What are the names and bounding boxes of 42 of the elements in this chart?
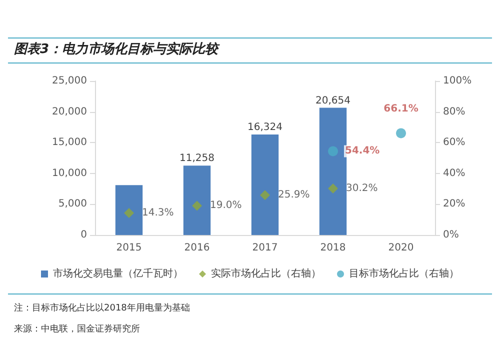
data-label: 66.1%	[384, 104, 418, 115]
point	[328, 146, 338, 156]
bar	[183, 166, 211, 235]
x-tick-label: 2015	[116, 242, 142, 254]
chart-title: 图表3：电力市场化目标与实际比较	[14, 41, 220, 57]
y2-tick-label: 40%	[443, 168, 466, 179]
y2-tick-label: 80%	[443, 106, 466, 118]
text: 注：目标市场化占比以2018年用电量为基础	[14, 302, 190, 314]
point	[260, 190, 270, 200]
bar	[251, 134, 279, 235]
data-label: 16,324	[248, 122, 282, 133]
bar	[319, 108, 347, 235]
data-label: 20,654	[316, 95, 350, 106]
data-label: 11,258	[180, 153, 214, 164]
data-label: 54.4%	[345, 146, 380, 157]
y-tick-label: 5,000	[58, 198, 87, 210]
legend-label: 实际市场化占比（右轴）	[211, 268, 321, 280]
y2-tick-label: 100%	[443, 76, 472, 86]
legend-label: 目标市场化占比（右轴）	[349, 268, 459, 280]
y2-tick-label: 20%	[443, 198, 466, 210]
y-tick-label: 20,000	[52, 106, 87, 118]
point	[328, 183, 338, 194]
data-label: 19.0%	[210, 200, 242, 212]
point	[124, 208, 134, 218]
x-tick-label: 2018	[320, 242, 346, 254]
y2-tick-label: 60%	[443, 137, 466, 148]
y-tick-label: 0	[80, 230, 87, 240]
data-label: 25.9%	[278, 190, 310, 201]
source-note: 来源：中电联，国金证券研究所	[14, 324, 140, 334]
point	[396, 128, 406, 138]
data-label: 30.2%	[346, 182, 378, 194]
legend-label: 市场化交易电量（亿千瓦时）	[53, 268, 183, 280]
point	[192, 200, 202, 211]
y2-tick-label: 0%	[443, 230, 459, 240]
data-label: 14.3%	[142, 207, 174, 218]
x-tick-label: 2017	[252, 242, 278, 254]
y-tick-label: 15,000	[52, 137, 87, 148]
y-tick-label: 10,000	[52, 168, 87, 179]
x-tick-label: 2016	[184, 242, 210, 254]
bar	[115, 185, 143, 235]
x-tick-label: 2020	[388, 242, 414, 254]
y-tick-label: 25,000	[52, 76, 87, 86]
